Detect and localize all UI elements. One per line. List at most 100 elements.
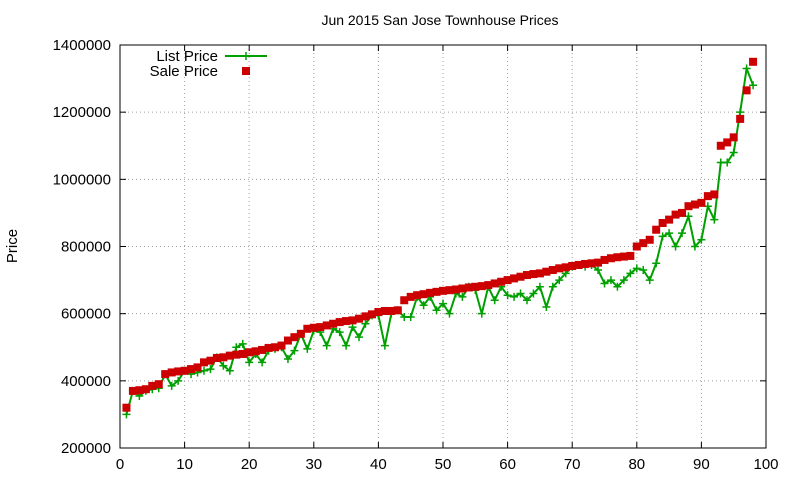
sale-price-point — [432, 287, 441, 296]
sale-price-point — [710, 190, 719, 199]
sale-price-point — [277, 341, 286, 350]
sale-price-point — [645, 235, 654, 244]
axes: 0 10 20 30 40 50 60 70 80 90 100 200000 400000 600000… — [53, 37, 779, 473]
sale-price-point — [232, 350, 241, 359]
list-price-point — [665, 229, 674, 238]
list-price-point — [671, 242, 680, 251]
sale-price-point — [490, 279, 499, 288]
list-price-line — [125, 64, 755, 415]
sale-price-point — [400, 296, 409, 305]
list-price-point — [225, 366, 234, 375]
list-price-point — [697, 235, 706, 244]
list-price-point — [736, 108, 745, 117]
list-price-point — [432, 306, 441, 315]
list-price-point — [749, 81, 758, 90]
sale-price-point — [626, 251, 635, 260]
x-tick-label: 40 — [370, 456, 387, 473]
grid — [120, 45, 766, 448]
sale-price-point — [367, 310, 376, 319]
sale-price-point — [652, 225, 661, 234]
list-price-point — [723, 158, 732, 167]
list-price-point — [710, 215, 719, 224]
sale-price-point — [180, 366, 189, 375]
sale-price-point — [510, 274, 519, 283]
sale-price-point — [141, 385, 150, 394]
sale-price-point — [632, 242, 641, 251]
sale-price-point — [697, 198, 706, 207]
x-tick-label: 50 — [435, 456, 452, 473]
sale-price-point — [484, 281, 493, 290]
sale-price-point — [555, 264, 564, 273]
sale-price-point — [426, 288, 435, 297]
list-price-point — [232, 343, 241, 352]
sale-price-point — [161, 370, 170, 379]
list-price-point — [729, 148, 738, 157]
list-price-point — [290, 346, 299, 355]
list-price-point — [594, 266, 603, 275]
series — [122, 57, 758, 419]
y-tick-label: 1000000 — [53, 171, 111, 188]
list-price-point — [542, 302, 551, 311]
list-price-point — [639, 266, 648, 275]
sale-price-point — [264, 343, 273, 352]
sale-price-point — [199, 358, 208, 367]
sale-price-point — [206, 356, 215, 365]
list-price-point — [238, 339, 247, 348]
list-price-point — [258, 358, 267, 367]
sale-price-point — [135, 386, 144, 395]
sale-price-point — [283, 336, 292, 345]
sale-price-point — [665, 215, 674, 224]
sale-price-point — [445, 286, 454, 295]
list-price-point — [606, 276, 615, 285]
sale-price-point — [174, 367, 183, 376]
y-tick-label: 1400000 — [53, 37, 111, 54]
sale-price-point — [451, 285, 460, 294]
list-price-point — [283, 355, 292, 364]
sale-price-point — [309, 323, 318, 332]
sale-price-point — [219, 353, 228, 362]
list-price-point — [174, 376, 183, 385]
sale-price-point — [187, 365, 196, 374]
sale-price-point — [639, 239, 648, 248]
sale-price-point — [477, 282, 486, 291]
plot-frame — [119, 44, 767, 449]
sale-price-point — [574, 260, 583, 269]
sale-price-point — [729, 133, 738, 142]
list-price-point — [303, 344, 312, 353]
list-price-point — [361, 319, 370, 328]
sale-price-point — [613, 253, 622, 262]
x-tick-label: 100 — [753, 456, 778, 473]
sale-price-point — [516, 272, 525, 281]
sale-price-point — [335, 318, 344, 327]
list-price-point — [219, 361, 228, 370]
sale-price-point — [193, 363, 202, 372]
list-price-point — [348, 323, 357, 332]
sale-price-point — [303, 324, 312, 333]
legend: List Price Sale Price — [150, 48, 267, 80]
x-tick-label: 30 — [305, 456, 322, 473]
sale-price-point — [581, 259, 590, 268]
sale-price-point — [245, 348, 254, 357]
sale-price-point — [439, 286, 447, 295]
sale-price-point — [464, 283, 473, 292]
list-price-point — [206, 365, 215, 374]
list-price-point — [632, 264, 641, 273]
list-price-point — [342, 341, 351, 350]
list-price-point — [652, 259, 661, 268]
legend-label-list-price: List Price — [156, 48, 218, 65]
list-price-point — [245, 358, 254, 367]
sale-price-point — [600, 255, 609, 264]
sale-price-point — [271, 343, 280, 352]
sale-price-point — [458, 284, 467, 293]
sale-price-point — [548, 266, 557, 275]
list-price-point — [510, 292, 519, 301]
sale-price-point — [723, 138, 732, 147]
sale-price-point — [716, 141, 725, 150]
sale-price-point — [122, 403, 131, 412]
sale-price-point — [535, 269, 544, 278]
sale-price-point — [419, 290, 428, 299]
x-tick-label: 80 — [628, 456, 645, 473]
list-price-point — [555, 276, 564, 285]
sale-price-point — [380, 306, 389, 315]
